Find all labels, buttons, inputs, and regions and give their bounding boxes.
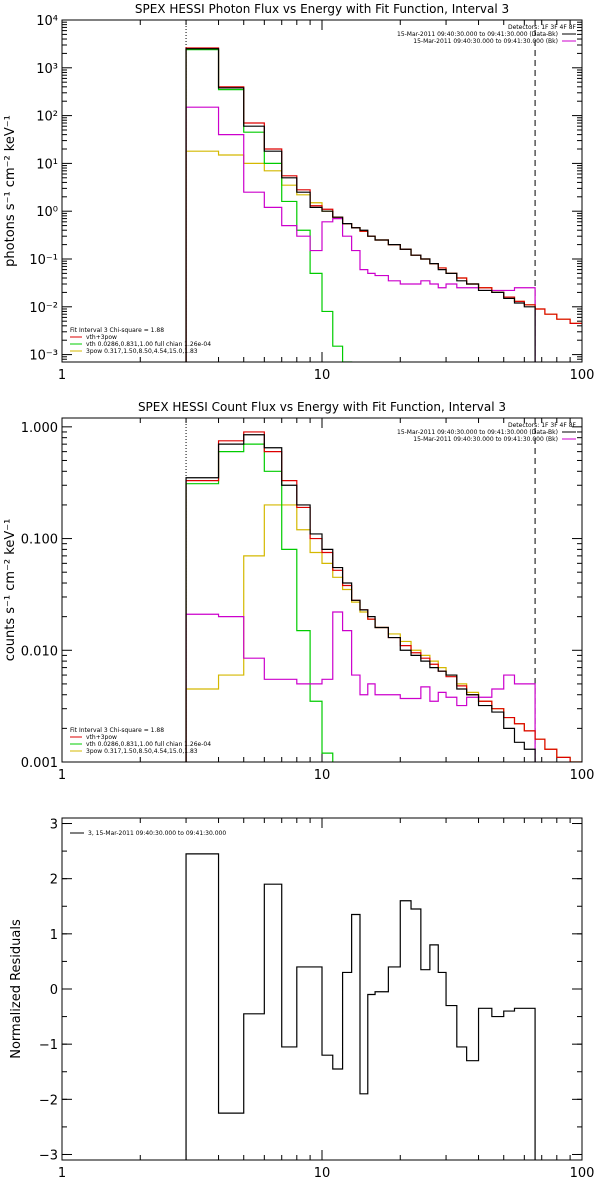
- chart-panel-1: SPEX HESSI Photon Flux vs Energy with Fi…: [3, 2, 594, 383]
- legend-fit-entry: vth 0.0286,0.831,1.00 full chian 1.26e-0…: [86, 341, 211, 348]
- y-tick-label: 10⁻²: [29, 301, 58, 316]
- y-tick-label: −3: [39, 1148, 58, 1163]
- series-line-3pow: [185, 150, 582, 362]
- series-line-vth-3pow: [185, 431, 582, 762]
- series-line-15-mar-2011-09-40-30-000-to-09-41-30-000-data-bk: [185, 48, 536, 362]
- x-tick-label: 1: [58, 368, 66, 383]
- legend-fit-entry: 3pow 0.317,1.50,8.50,4.54,15.0,1.83: [86, 348, 198, 355]
- y-axis-label: counts s⁻¹ cm⁻² keV⁻¹: [3, 519, 18, 662]
- x-tick-label: 10: [314, 768, 331, 783]
- y-tick-label: 1: [50, 928, 58, 943]
- legend-bk-entry: 15-Mar-2011 09:40:30.000 to 09:41:30.000…: [413, 436, 558, 443]
- legend-fit-interval: Fit Interval 3 Chi-square = 1.88: [70, 727, 164, 734]
- y-tick-label: 10⁴: [36, 14, 58, 29]
- legend-fit-entry: 3pow 0.317,1.50,8.50,4.54,15.0,1.83: [86, 748, 198, 755]
- legend-data-entry: 15-Mar-2011 09:40:30.000 to 09:41:30.000…: [397, 429, 558, 436]
- legend-fit-entry: vth+3pow: [86, 334, 117, 341]
- y-tick-label: 0.001: [21, 756, 58, 771]
- chart-panel-2: SPEX HESSI Count Flux vs Energy with Fit…: [3, 400, 594, 783]
- y-tick-label: 1.000: [21, 421, 58, 436]
- y-tick-label: 10⁻³: [29, 349, 58, 364]
- series-line-15-mar-2011-09-40-30-000-to-09-41-30-000-bk: [185, 106, 536, 362]
- plot-area: [185, 20, 582, 362]
- plot-area: [185, 853, 536, 1160]
- chart-title: SPEX HESSI Photon Flux vs Energy with Fi…: [135, 2, 509, 16]
- legend-residual-entry: 3, 15-Mar-2011 09:40:30.000 to 09:41:30.…: [88, 830, 226, 837]
- legend-detectors: Detectors: 1F 3F 4F 8F: [508, 422, 577, 429]
- plot-frame: [61, 417, 583, 763]
- series-line-vth: [185, 49, 353, 362]
- plot-frame: [61, 817, 583, 1161]
- y-tick-label: 0.100: [21, 533, 58, 548]
- chart-panel-3: Normalized Residuals 1 10 100 −3 −2 −1 0 1 2 3 3, 1…: [9, 817, 595, 1181]
- plot-area: [185, 418, 582, 762]
- y-tick-label: 3: [50, 818, 58, 833]
- legend-fit-interval: Fit Interval 3 Chi-square = 1.88: [70, 327, 164, 334]
- y-tick-label: −1: [39, 1038, 58, 1053]
- y-tick-label: 10⁻¹: [29, 253, 58, 268]
- series-line-3-15-mar-2011-09-40-30-000-to-09-41-30-000: [185, 853, 536, 1160]
- y-tick-label: 0.010: [21, 644, 58, 659]
- x-tick-label: 100: [570, 368, 595, 383]
- x-tick-label: 100: [570, 768, 595, 783]
- legend-bk-entry: 15-Mar-2011 09:40:30.000 to 09:41:30.000…: [413, 38, 558, 45]
- y-tick-label: −2: [39, 1093, 58, 1108]
- x-tick-label: 1: [58, 1166, 66, 1181]
- chart-title: SPEX HESSI Count Flux vs Energy with Fit…: [138, 400, 506, 414]
- y-tick-label: 10³: [36, 62, 58, 77]
- legend-data-entry: 15-Mar-2011 09:40:30.000 to 09:41:30.000…: [397, 31, 558, 38]
- plot-frame: [61, 19, 583, 363]
- y-tick-label: 10¹: [36, 157, 58, 172]
- x-tick-label: 100: [570, 1166, 595, 1181]
- y-tick-label: 2: [50, 873, 58, 888]
- x-tick-label: 1: [58, 768, 66, 783]
- y-tick-label: 0: [50, 983, 58, 998]
- series-line-15-mar-2011-09-40-30-000-to-09-41-30-000-bk: [185, 611, 536, 762]
- x-tick-label: 10: [314, 1166, 331, 1181]
- legend-fit-entry: vth 0.0286,0.831,1.00 full chian 1.26e-0…: [86, 741, 211, 748]
- series-line-3pow: [185, 504, 582, 762]
- legend-detectors: Detectors: 1F 3F 4F 8F: [508, 24, 577, 31]
- y-axis-label: Normalized Residuals: [9, 919, 24, 1059]
- y-tick-label: 10²: [36, 110, 58, 125]
- y-axis-label: photons s⁻¹ cm⁻² keV⁻¹: [3, 115, 18, 267]
- y-tick-label: 10⁰: [36, 205, 58, 220]
- series-line-15-mar-2011-09-40-30-000-to-09-41-30-000-data-bk: [185, 434, 536, 762]
- series-line-vth-3pow: [185, 47, 582, 362]
- series-line-vth: [185, 443, 334, 762]
- legend-fit-entry: vth+3pow: [86, 734, 117, 741]
- x-tick-label: 10: [314, 368, 331, 383]
